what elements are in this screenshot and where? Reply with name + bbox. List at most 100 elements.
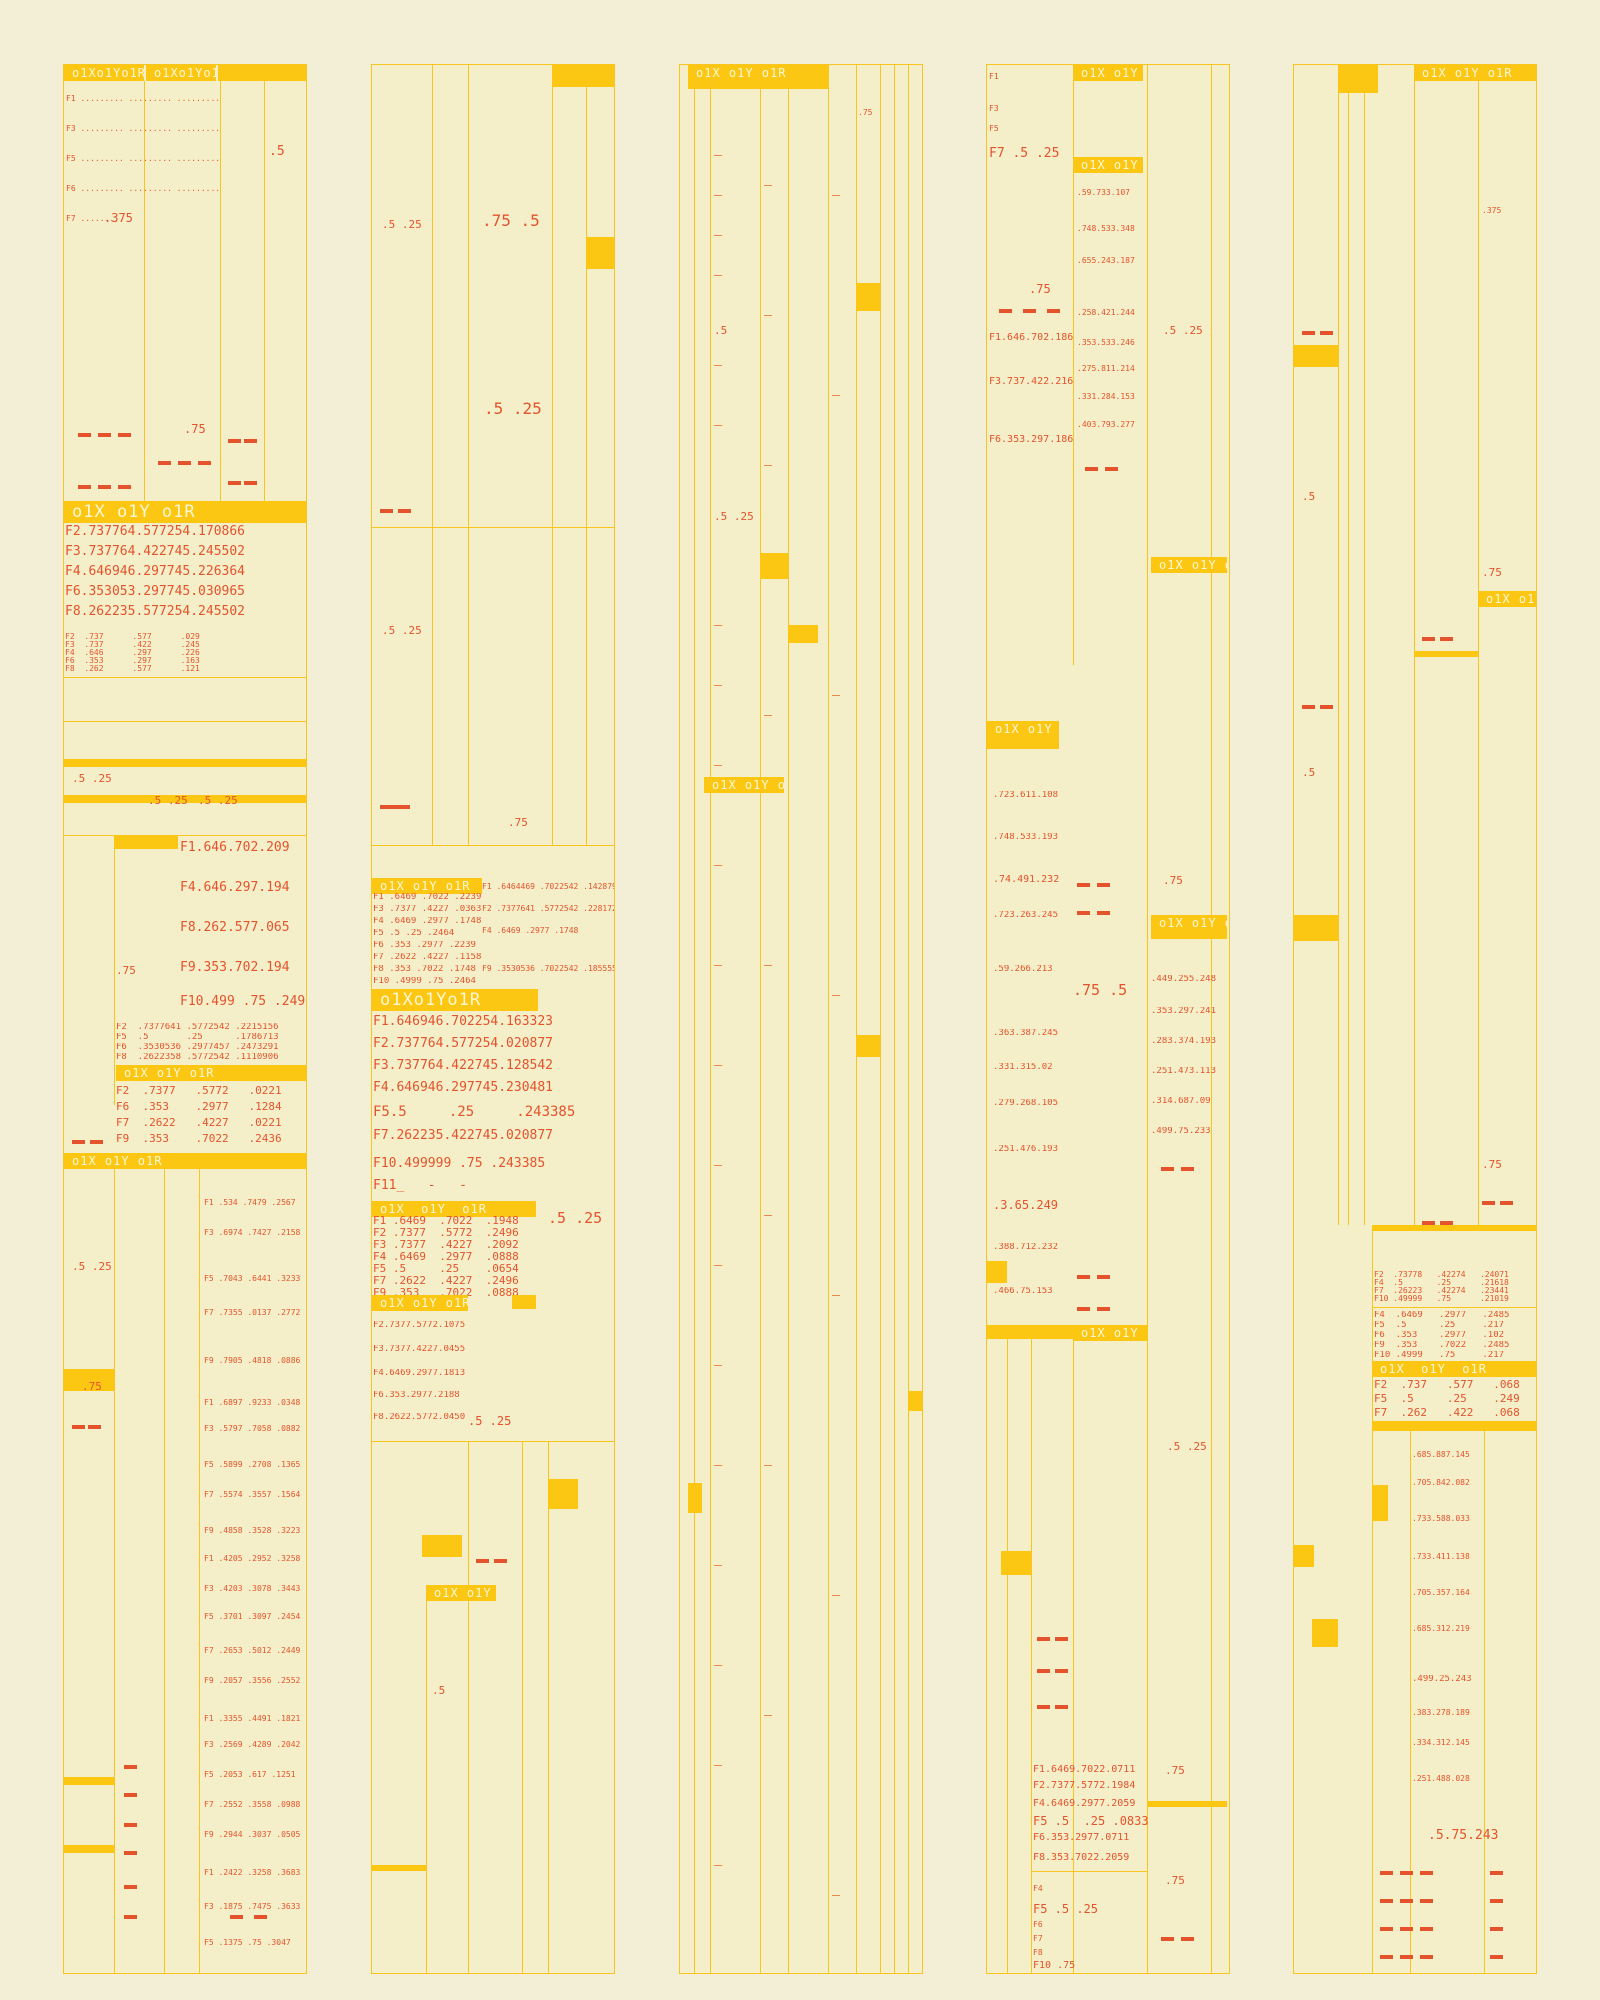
data-row: F3.737764.422745.128542 xyxy=(373,1059,554,1072)
header-band: o1X o1Y o1R xyxy=(1073,65,1143,81)
data-row: .449.255.248 xyxy=(1151,975,1217,984)
header-block xyxy=(114,835,178,849)
column-1: o1Xo1Yo1R o1Xo1Yo1R F1 ......... .......… xyxy=(63,64,307,1974)
band-block xyxy=(64,1777,114,1785)
data-row: .748.533.193 xyxy=(993,833,1059,842)
value-label: .5 xyxy=(1302,491,1316,502)
header-band: o1X o1Y o1R xyxy=(1073,157,1143,173)
data-row: F8.262235.577254.245502 xyxy=(65,605,246,618)
column-2: .5 .25 .75 .5 .5 .25 .5 .25 .75 o1X o1Y … xyxy=(371,64,615,1974)
data-row: .723.263.245 xyxy=(993,911,1059,920)
divider xyxy=(1031,1871,1147,1872)
value-label: .75 xyxy=(508,817,528,828)
dash-mark xyxy=(1077,911,1090,915)
dash-mark xyxy=(124,1885,137,1889)
value-label: .75 .5 xyxy=(1073,983,1128,998)
divider xyxy=(1372,1225,1373,1973)
data-row: .334.312.145 xyxy=(1412,1739,1470,1747)
tick-mark xyxy=(832,995,840,996)
dash-mark xyxy=(1047,309,1060,313)
dash-mark xyxy=(244,481,257,485)
dash-mark xyxy=(1097,1307,1110,1311)
tick-mark xyxy=(764,1715,772,1716)
value-label: .5 .25 xyxy=(198,795,238,806)
data-row: F6 .353 .2977 .2239 xyxy=(373,941,476,950)
tick-mark xyxy=(832,1595,840,1596)
band-block xyxy=(1294,915,1338,941)
divider xyxy=(856,65,857,1973)
tick-mark xyxy=(764,315,772,316)
data-row: F7 .2552 .3558 .0988 xyxy=(204,1801,301,1809)
band-block xyxy=(422,1535,462,1557)
dash-mark xyxy=(398,509,411,513)
data-row: F3 .6974 .7427 .2158 xyxy=(204,1229,301,1237)
dash-mark xyxy=(1400,1927,1413,1931)
data-row: F10 .4999 .75 .217 xyxy=(1374,1351,1505,1360)
tick-mark xyxy=(714,275,722,276)
dash-mark xyxy=(1077,883,1090,887)
dash-mark xyxy=(1181,1937,1194,1941)
data-row: .705.357.164 xyxy=(1412,1589,1470,1597)
value-label: .5 .25 xyxy=(468,1415,512,1427)
dash-mark xyxy=(254,1915,267,1919)
data-row: F7 .5574 .3557 .1564 xyxy=(204,1491,301,1499)
value-label: .75 .5 xyxy=(482,213,540,229)
data-row: F7 .26223 .42274 .23441 xyxy=(1374,1287,1509,1295)
data-row: F7 .2622 .4227 .2496 xyxy=(373,1275,519,1286)
data-row: F1 .6464469 .7022542 .1428795 xyxy=(482,883,615,891)
band-block xyxy=(908,1391,922,1411)
dash-mark xyxy=(1380,1899,1393,1903)
tick-mark xyxy=(714,625,722,626)
dash-mark xyxy=(78,433,91,437)
band-block xyxy=(548,1479,578,1509)
dash-mark xyxy=(1420,1955,1433,1959)
text-fragment: F7 ......... xyxy=(66,215,124,223)
data-row: F7 .2622 .4227 .0221 xyxy=(116,1117,282,1128)
tick-mark xyxy=(714,235,722,236)
data-row: F6 .353 .2977 .1284 xyxy=(116,1101,282,1112)
dash-mark xyxy=(380,805,410,809)
data-row: F6 .353 .2977 .102 xyxy=(1374,1331,1505,1340)
dash-mark xyxy=(1097,911,1110,915)
header-block xyxy=(1338,65,1378,93)
divider xyxy=(64,835,306,836)
dash-mark xyxy=(178,461,191,465)
data-row: .75 xyxy=(116,965,136,976)
data-row: F2 .737 .577 .029 xyxy=(65,633,200,641)
dash-mark xyxy=(198,461,211,465)
divider xyxy=(114,1169,115,1973)
data-row: F3.737764.422745.245502 xyxy=(65,545,246,558)
data-row: F1 .534 .7479 .2567 xyxy=(204,1199,296,1207)
dash-mark xyxy=(1400,1899,1413,1903)
divider xyxy=(586,65,587,845)
data-row: F5 .5 .25 xyxy=(1033,1903,1099,1915)
band-block xyxy=(856,283,880,311)
tick-mark xyxy=(714,685,722,686)
data-row: F5 .5 .25 .0654 xyxy=(373,1263,519,1274)
header-band: o1X o1Y o1R xyxy=(372,1201,536,1217)
data-row: F1.646946.702254.163323 xyxy=(373,1015,554,1028)
tick-mark xyxy=(832,395,840,396)
data-row: F7 .5 .25 xyxy=(989,147,1060,160)
tick-mark xyxy=(832,1295,840,1296)
tick-mark xyxy=(714,965,722,966)
data-row: F3 .1875 .7475 .3633 xyxy=(204,1903,301,1911)
value-label: .75 xyxy=(184,423,206,435)
data-row: F9 .353 .7022 .0888 xyxy=(373,1287,519,1298)
divider xyxy=(1147,65,1148,1973)
data-row: F1 .4205 .2952 .3258 xyxy=(204,1555,301,1563)
divider xyxy=(220,81,221,521)
header-block xyxy=(218,65,306,81)
data-row: F1 .6469 .7022 .2239 xyxy=(373,893,482,902)
header-band: o1X o1Y o1R xyxy=(1372,1361,1536,1377)
data-row: F4 .6469 .2977 .2485 xyxy=(1374,1311,1510,1320)
dash-mark xyxy=(1023,309,1036,313)
data-row: .59.266.213 xyxy=(993,965,1053,974)
column-3: o1X o1Y o1R o1X o1Y o1R .5 .5 .25 .75 xyxy=(679,64,923,1974)
data-row: F2 .73778 .42274 .24071 xyxy=(1374,1271,1509,1279)
divider xyxy=(788,65,789,1973)
dash-mark xyxy=(72,1140,85,1144)
header-band: o1X o1Y o1R xyxy=(704,777,784,793)
data-row: F3.7377.4227.0455 xyxy=(373,1345,466,1354)
data-row: F1 xyxy=(989,73,999,81)
